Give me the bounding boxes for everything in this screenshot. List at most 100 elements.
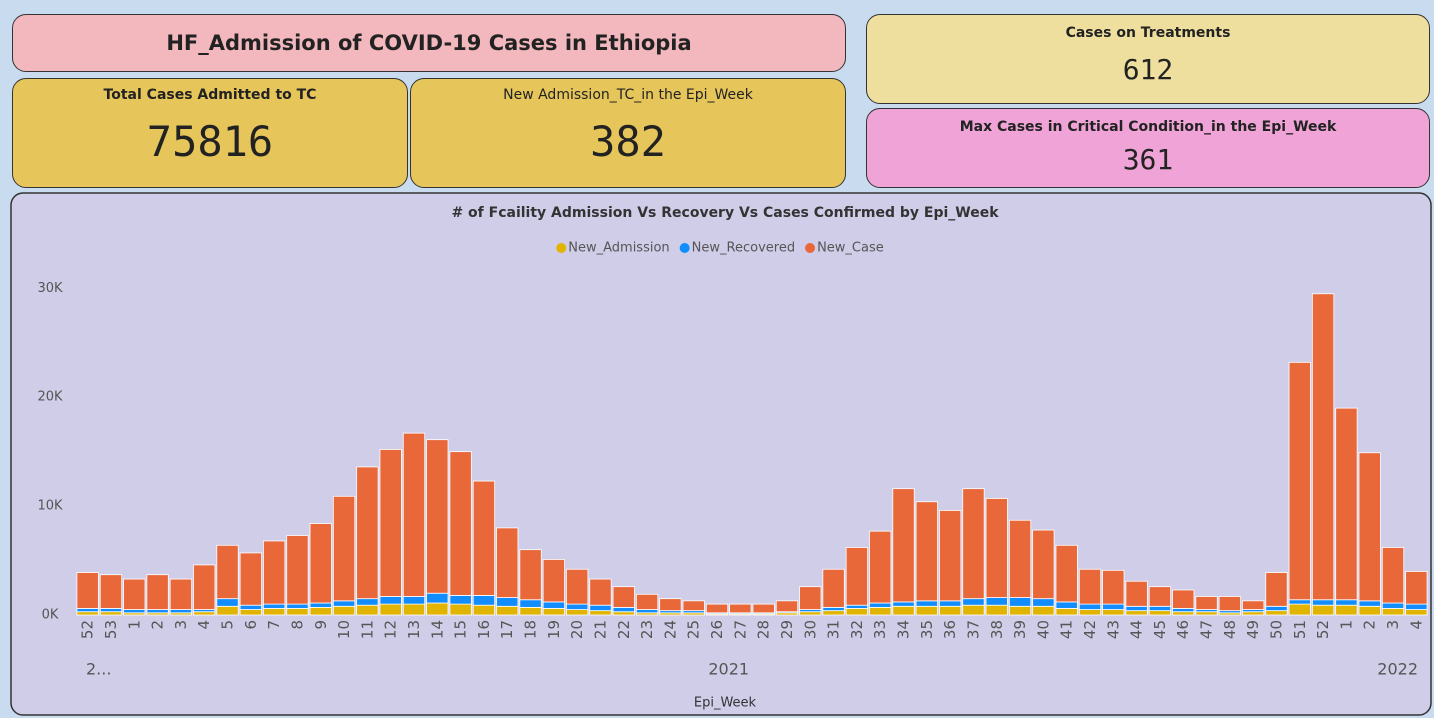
bar-segment bbox=[519, 599, 542, 608]
bar-segment bbox=[356, 604, 379, 616]
x-tick-label: 25 bbox=[685, 620, 703, 639]
bar-segment bbox=[402, 596, 426, 605]
bar-segment bbox=[239, 552, 262, 606]
x-tick-label: 15 bbox=[452, 620, 470, 639]
legend: New_Admission New_Recovered New_Case bbox=[556, 241, 884, 256]
bar-segment bbox=[1008, 519, 1032, 598]
bar-segment bbox=[1335, 599, 1358, 606]
x-tick-label: 3 bbox=[172, 620, 190, 630]
x-tick-label: 36 bbox=[941, 620, 959, 639]
bar-segment bbox=[845, 547, 869, 606]
bar-segment bbox=[169, 609, 193, 614]
x-tick-label: 29 bbox=[778, 620, 796, 639]
bar-segment bbox=[472, 594, 496, 606]
x-tick-label: 40 bbox=[1034, 620, 1052, 639]
bar-segment bbox=[635, 593, 659, 610]
bar-segment bbox=[682, 600, 705, 612]
bar-segment bbox=[1102, 609, 1125, 616]
x-tick-label: 5 bbox=[219, 620, 237, 630]
bar-segment bbox=[519, 549, 542, 601]
bar-segment bbox=[286, 608, 309, 616]
x-tick-label: 42 bbox=[1081, 620, 1099, 639]
bar-segment bbox=[985, 597, 1008, 606]
x-tick-label: 28 bbox=[755, 620, 773, 639]
x-tick-label: 38 bbox=[988, 620, 1006, 639]
bar-segment bbox=[635, 609, 659, 614]
bar-segment bbox=[939, 600, 962, 607]
bar-segment bbox=[146, 574, 169, 610]
dashboard-title: HF_Admission of COVID-19 Cases in Ethiop… bbox=[166, 31, 692, 55]
bar-segment bbox=[263, 603, 286, 609]
kpi-card: Max Cases in Critical Condition_in the E… bbox=[866, 108, 1430, 188]
bar-segment bbox=[1405, 609, 1428, 616]
x-tick-label: 20 bbox=[568, 620, 586, 639]
x-tick-label: 49 bbox=[1244, 620, 1262, 639]
bar-segment bbox=[1078, 603, 1102, 610]
x-tick-label: 44 bbox=[1128, 620, 1146, 639]
x-tick-label: 23 bbox=[638, 620, 656, 639]
bar-segment bbox=[612, 586, 635, 608]
bar-segment bbox=[892, 605, 915, 616]
kpi-label: Total Cases Admitted to TC bbox=[103, 87, 317, 103]
x-tick-label: 4 bbox=[1407, 620, 1425, 630]
bar-segment bbox=[1172, 608, 1195, 613]
kpi-value: 612 bbox=[1122, 53, 1174, 86]
bar-segment bbox=[915, 600, 938, 607]
x-tick-label: 3 bbox=[1384, 620, 1402, 630]
bar-segment bbox=[1265, 605, 1288, 612]
x-tick-label: 18 bbox=[522, 620, 540, 639]
bar-segment bbox=[1358, 605, 1381, 616]
kpi-value: 75816 bbox=[146, 117, 274, 166]
x-tick-label: 39 bbox=[1011, 620, 1029, 639]
bar-segment bbox=[1381, 602, 1405, 609]
bar-segment bbox=[472, 604, 496, 616]
bar-segment bbox=[402, 432, 426, 597]
bar-segment bbox=[1008, 597, 1032, 607]
bar-segment bbox=[1008, 605, 1032, 616]
x-tick-label: 6 bbox=[242, 620, 260, 630]
bar-segment bbox=[1195, 611, 1218, 616]
bar-segment bbox=[379, 596, 402, 605]
chart: # of Fcaility Admission Vs Recovery Vs C… bbox=[10, 192, 1432, 716]
bar-segment bbox=[612, 606, 635, 613]
bar-segment bbox=[76, 611, 99, 616]
bar-segment bbox=[1381, 547, 1405, 604]
x-tick-label: 27 bbox=[731, 620, 749, 639]
bar-segment bbox=[822, 610, 845, 616]
bar-segment bbox=[449, 594, 472, 605]
bar-segment bbox=[239, 609, 262, 616]
bar-segment bbox=[869, 606, 892, 616]
bar-segment bbox=[566, 568, 589, 605]
x-tick-label: 35 bbox=[918, 620, 936, 639]
bar-segment bbox=[496, 527, 519, 598]
x-tick-label: 34 bbox=[895, 620, 913, 639]
x-tick-label: 2 bbox=[149, 620, 167, 630]
bar-segment bbox=[1335, 604, 1358, 616]
x-tick-label: 26 bbox=[708, 620, 726, 639]
bar-segment bbox=[146, 609, 169, 614]
bar-segment bbox=[309, 606, 332, 616]
bar-segment bbox=[1195, 596, 1218, 610]
bar-segment bbox=[449, 451, 472, 596]
bar-segment bbox=[1242, 600, 1265, 610]
kpi-label: New Admission_TC_in the Epi_Week bbox=[503, 87, 753, 103]
x-group-label: 2... bbox=[86, 660, 111, 679]
bar-segment bbox=[76, 572, 99, 609]
bar-segment bbox=[1125, 605, 1148, 612]
bar-segment bbox=[1125, 610, 1148, 616]
bar-segment bbox=[542, 559, 565, 603]
bar-segment bbox=[472, 480, 496, 596]
bar-segment bbox=[962, 604, 985, 616]
title-box: HF_Admission of COVID-19 Cases in Ethiop… bbox=[12, 14, 846, 72]
bar-segment bbox=[1032, 605, 1055, 616]
bar-segment bbox=[729, 603, 752, 614]
bar-segment bbox=[332, 605, 356, 616]
y-tick-label: 20K bbox=[37, 390, 63, 405]
bar-segment bbox=[309, 602, 332, 608]
bar-segment bbox=[799, 586, 822, 610]
bar-segment bbox=[915, 501, 938, 602]
bar-segment bbox=[1358, 452, 1381, 602]
x-tick-label: 50 bbox=[1267, 620, 1285, 639]
x-tick-label: 4 bbox=[195, 620, 213, 630]
